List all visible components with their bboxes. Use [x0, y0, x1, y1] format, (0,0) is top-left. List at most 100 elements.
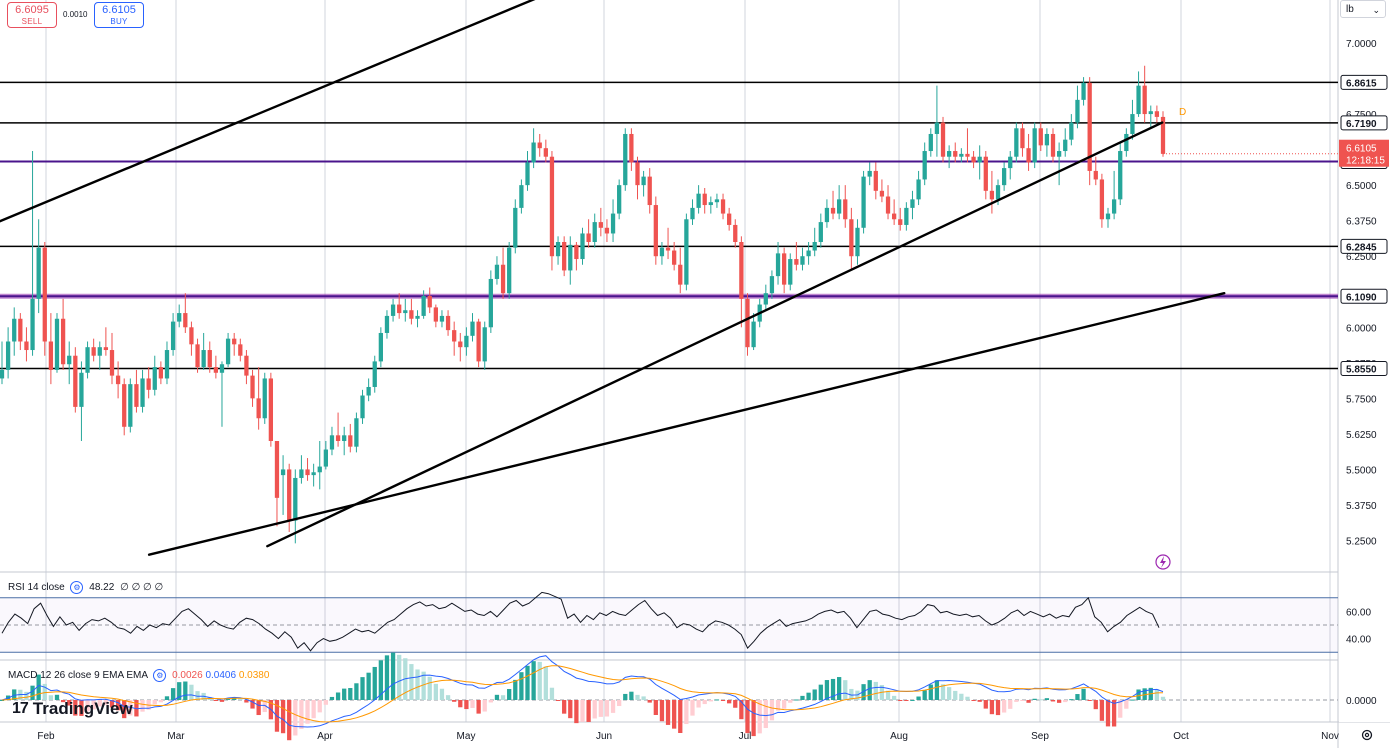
macd-histogram-bar	[470, 700, 475, 708]
macd-histogram-bar	[1050, 700, 1056, 702]
macd-histogram-bar	[653, 700, 658, 715]
macd-histogram-bar	[335, 692, 341, 700]
level-label[interactable]: 6.8615	[1346, 78, 1377, 89]
macd-histogram-bar	[195, 691, 200, 700]
level-label[interactable]: 6.2845	[1346, 242, 1377, 253]
level-label[interactable]: 6.1090	[1346, 292, 1377, 303]
macd-histogram-bar	[659, 700, 665, 722]
horizontal-levels[interactable]	[0, 81, 1338, 370]
candle-body	[189, 327, 194, 345]
macd-histogram-bar	[378, 660, 383, 700]
candle-body	[91, 347, 96, 356]
price-tick-label: 5.5000	[1346, 465, 1377, 476]
candle-body	[1093, 170, 1098, 180]
price-tick-label: 5.2500	[1346, 537, 1377, 548]
candle-body	[0, 369, 5, 379]
trendlines[interactable]	[0, 0, 1226, 556]
candle-body	[898, 219, 903, 225]
candle-body	[690, 207, 695, 220]
macd-histogram-bar	[904, 700, 909, 701]
unit-selector[interactable]: lb ⌄	[1340, 0, 1386, 18]
macd-hist-value: 0.0026	[172, 670, 203, 681]
candle-body	[843, 199, 848, 220]
macd-histogram-bar	[311, 700, 316, 719]
candle-body	[67, 355, 72, 365]
price-axis[interactable]: 7.00006.75006.37506.25006.00005.75005.62…	[1163, 18, 1390, 722]
macd-histogram-bar	[898, 700, 903, 701]
price-tick-label: 5.7500	[1346, 394, 1377, 405]
price-tick-label: 5.6250	[1346, 430, 1377, 441]
candle-body	[458, 341, 463, 348]
candle-body	[849, 219, 854, 257]
candle-body	[1130, 114, 1135, 134]
rsi-legend[interactable]: RSI 14 close ⚙ 48.22 ∅ ∅ ∅ ∅	[8, 581, 163, 594]
trendline[interactable]	[266, 121, 1164, 548]
trendline[interactable]	[0, 0, 586, 228]
time-tick-label: May	[457, 731, 476, 742]
candle-body	[665, 247, 671, 251]
macd-histogram-bar	[629, 691, 634, 700]
macd-histogram-bar	[1014, 700, 1019, 702]
buy-button[interactable]: 6.6105 BUY	[94, 2, 144, 28]
candle-body	[1099, 179, 1105, 220]
macd-histogram-bar	[305, 700, 310, 724]
gear-icon[interactable]	[1360, 728, 1374, 742]
candle-body	[977, 156, 982, 163]
trendline[interactable]	[147, 291, 1226, 556]
macd-histogram-bar	[690, 700, 695, 716]
candle-body	[946, 151, 952, 157]
candle-body	[1001, 168, 1007, 186]
candle-body	[1154, 111, 1160, 117]
time-tick-label: Aug	[890, 731, 908, 742]
candle-body	[85, 347, 90, 373]
macd-histogram-bar	[788, 700, 793, 703]
macd-histogram-bar	[928, 684, 933, 700]
tradingview-logo[interactable]: 17 TradingView	[12, 699, 133, 718]
macd-histogram-bar	[397, 654, 402, 700]
macd-histogram-bar	[250, 700, 255, 709]
macd-histogram-bar	[91, 700, 96, 710]
rsi-label: RSI 14 close	[8, 582, 65, 593]
candle-body	[531, 142, 536, 163]
macd-histogram-bar	[665, 700, 671, 725]
candlestick-series	[0, 65, 1166, 544]
sell-button[interactable]: 6.6095 SELL	[7, 2, 57, 28]
rsi-empty-values: ∅ ∅ ∅ ∅	[120, 582, 164, 593]
macd-histogram-bar	[103, 700, 109, 705]
macd-histogram-bar	[1111, 700, 1117, 727]
candle-body	[543, 148, 548, 157]
candle-body	[1014, 128, 1019, 157]
level-label[interactable]: 5.8550	[1346, 365, 1377, 376]
candle-body	[800, 256, 805, 265]
macd-histogram-bar	[24, 691, 29, 700]
macd-histogram-bar	[751, 700, 756, 737]
macd-histogram-bar	[1069, 699, 1074, 701]
candle-body	[164, 350, 170, 379]
macd-histogram-bar	[1124, 700, 1129, 709]
candle-body	[818, 222, 823, 242]
macd-histogram-bar	[280, 700, 286, 734]
candle-body	[653, 205, 658, 257]
candle-body	[403, 310, 408, 314]
candle-body	[598, 222, 603, 228]
macd-signal-value: 0.0380	[238, 670, 270, 681]
macd-histogram-bar	[97, 700, 102, 707]
candle-body	[610, 213, 616, 234]
level-label[interactable]: 6.7190	[1346, 119, 1377, 130]
candle-body	[427, 296, 432, 308]
macd-legend[interactable]: MACD 12 26 close 9 EMA EMA ⚙ 0.0026 0.04…	[8, 669, 269, 682]
sell-price: 6.6095	[15, 4, 49, 16]
macd-histogram-bar	[519, 672, 524, 700]
settings-icon[interactable]: ⚙	[70, 581, 84, 594]
candle-body	[885, 196, 891, 214]
macd-histogram-bar	[60, 700, 66, 703]
macd-histogram-bar	[623, 693, 628, 700]
candle-body	[604, 227, 610, 234]
macd-tick-label: 0.0000	[1346, 696, 1377, 707]
macd-histogram-bar	[140, 700, 145, 712]
macd-histogram-bar	[733, 700, 738, 708]
time-axis[interactable]: Feb Mar Apr May Jun Jul Aug Sep Oct Nov	[37, 731, 1339, 742]
settings-icon[interactable]: ⚙	[153, 669, 167, 682]
candle-body	[824, 207, 830, 223]
